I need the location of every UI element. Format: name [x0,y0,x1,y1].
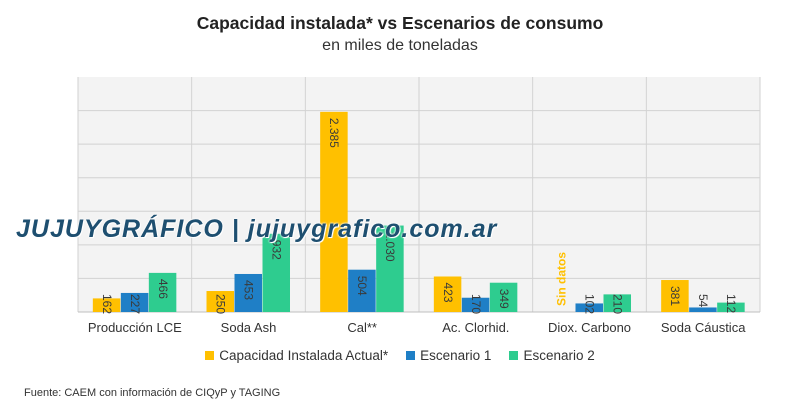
bar [717,302,745,312]
data-label: 504 [355,276,369,296]
data-label: 250 [214,294,228,314]
bar [120,292,149,312]
chart-subtitle: en miles de toneladas [322,37,478,54]
x-tick-label: Cal** [347,320,377,335]
bar [461,297,490,312]
legend-item: Escenario 1 [406,348,491,363]
data-label: 349 [497,289,511,309]
legend-swatch [205,351,215,360]
chart-legend: Capacidad Instalada Actual* Escenario 1 Es… [0,348,800,363]
data-label: 453 [242,280,256,300]
source-note: Fuente: CAEM con información de CIQyP y … [24,387,281,399]
bar [92,298,121,312]
bar [433,276,462,312]
x-tick-label: Producción LCE [88,320,182,335]
legend-item: Capacidad Instalada Actual* [205,348,388,363]
no-data-label: Sin datos [555,252,569,306]
legend-label: Escenario 1 [420,348,492,363]
data-label: 423 [441,282,455,302]
data-label: 466 [156,279,170,299]
bar [320,111,348,313]
bar [489,282,518,312]
chart-title: Capacidad instalada* vs Escenarios de co… [196,13,604,33]
data-label: 170 [469,294,483,314]
x-tick-label: Diox. Carbono [548,320,631,335]
legend-label: Escenario 2 [523,348,595,363]
data-label: 102 [583,294,597,314]
bar [348,269,376,312]
bar [206,291,234,312]
legend-swatch [406,351,416,360]
bar [689,307,717,312]
data-label: 2.385 [327,118,341,148]
data-label: 112 [724,294,738,313]
x-tick-label: Soda Cáustica [661,320,746,335]
data-label: 1.030 [383,232,397,262]
data-label: 932 [270,240,284,260]
data-label: 210 [611,294,625,314]
bar [262,233,290,312]
legend-item: Escenario 2 [509,348,595,363]
bar [575,303,603,312]
bar [603,294,631,312]
data-label: 381 [668,286,682,306]
watermark-text: JUJUYGRÁFICO | jujuygrafico.com.ar [16,215,498,243]
bar-chart: 162 227 466 Producción LCE 250 453 932 Soda Ash… [77,77,761,335]
bar [661,280,689,312]
data-label: 162 [100,294,114,314]
bar [234,273,262,312]
bar [376,225,404,312]
bar [148,272,177,312]
legend-label: Capacidad Instalada Actual* [219,348,389,363]
x-tick-label: Soda Ash [221,320,277,335]
legend-swatch [509,351,519,360]
data-label: 227 [128,294,142,314]
data-label: 54 [696,294,710,308]
x-tick-label: Ac. Clorhid. [442,320,509,335]
